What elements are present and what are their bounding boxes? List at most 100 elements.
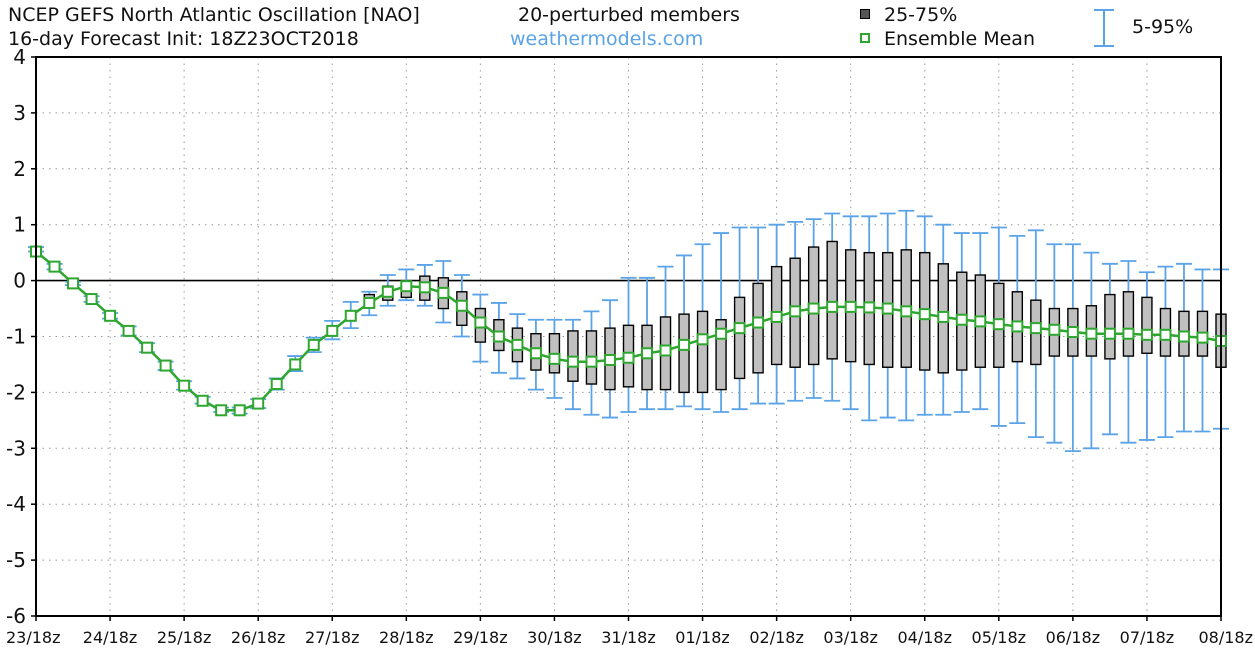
mean-marker <box>641 347 654 360</box>
mean-marker <box>1122 327 1135 340</box>
legend-box-swatch <box>860 9 870 19</box>
y-tick-label: -1 <box>6 325 26 349</box>
mean-marker <box>381 285 394 298</box>
mean-marker <box>566 355 579 368</box>
mean-marker <box>918 308 931 321</box>
x-tick-label: 07/18z <box>1120 628 1175 647</box>
mean-marker <box>863 301 876 314</box>
iqr-box <box>678 313 690 394</box>
mean-marker <box>622 351 635 364</box>
mean-marker <box>270 378 283 391</box>
x-tick-label: 04/18z <box>897 628 952 647</box>
members-label: 20-perturbed members <box>518 4 740 26</box>
y-tick-label: 4 <box>13 45 26 69</box>
y-tick-label: -6 <box>6 604 26 628</box>
x-tick-label: 28/18z <box>379 628 434 647</box>
iqr-box <box>1141 296 1153 354</box>
mean-marker <box>826 300 839 313</box>
mean-marker <box>289 358 302 371</box>
x-tick-label: 29/18z <box>453 628 508 647</box>
mean-marker <box>104 309 117 322</box>
mean-marker <box>1029 322 1042 335</box>
iqr-box <box>1122 291 1135 357</box>
iqr-box <box>1104 293 1116 360</box>
mean-marker <box>678 338 691 351</box>
iqr-box <box>696 310 709 394</box>
x-tick-label: 24/18z <box>83 628 138 647</box>
x-tick-label: 25/18z <box>157 628 212 647</box>
x-tick-label: 23/18z <box>6 628 61 647</box>
legend-whisker-label: 5-95% <box>1132 16 1194 38</box>
mean-marker <box>881 302 894 315</box>
legend-mean-swatch <box>860 33 870 43</box>
y-tick-label: 3 <box>13 101 26 125</box>
mean-marker <box>1066 326 1079 339</box>
y-tick-label: 1 <box>13 213 26 237</box>
mean-marker <box>659 344 672 357</box>
mean-marker <box>344 309 357 322</box>
mean-marker <box>326 324 339 337</box>
mean-marker <box>1159 328 1172 341</box>
mean-marker <box>715 327 728 340</box>
mean-marker <box>789 305 802 318</box>
mean-marker <box>141 341 154 354</box>
mean-marker <box>1048 323 1061 336</box>
mean-marker <box>1103 327 1116 340</box>
mean-marker <box>1196 331 1209 344</box>
mean-marker <box>844 300 857 313</box>
mean-marker <box>974 315 987 328</box>
mean-marker <box>807 302 820 315</box>
legend-box-label: 25-75% <box>884 4 958 26</box>
mean-marker <box>159 359 172 372</box>
legend-whisker-icon <box>1094 9 1114 47</box>
y-tick-label: 0 <box>13 269 26 293</box>
x-tick-label: 06/18z <box>1046 628 1101 647</box>
y-tick-label: -4 <box>6 492 26 516</box>
iqr-box <box>733 296 746 380</box>
chart-title: NCEP GEFS North Atlantic Oscillation [NA… <box>8 4 420 26</box>
mean-marker <box>400 280 413 293</box>
x-tick-label: 27/18z <box>305 628 360 647</box>
x-tick-label: 01/18z <box>675 628 730 647</box>
mean-marker <box>178 379 191 392</box>
mean-marker <box>122 324 135 337</box>
x-tick-label: 05/18z <box>972 628 1027 647</box>
x-tick-label: 02/18z <box>749 628 804 647</box>
chart-subtitle: 16-day Forecast Init: 18Z23OCT2018 <box>8 28 359 50</box>
mean-marker <box>770 310 783 323</box>
mean-marker <box>85 293 98 306</box>
mean-marker <box>48 260 61 273</box>
iqr-box <box>715 319 727 391</box>
mean-marker <box>585 355 598 368</box>
mean-marker <box>733 322 746 335</box>
y-tick-label: -5 <box>6 548 26 572</box>
mean-marker <box>511 338 524 351</box>
mean-marker <box>529 347 542 360</box>
mean-marker <box>955 313 968 326</box>
x-tick-label: 30/18z <box>527 628 582 647</box>
mean-marker <box>67 277 80 290</box>
site-watermark: weathermodels.com <box>510 28 704 50</box>
mean-marker <box>196 394 209 407</box>
x-tick-label: 08/18z <box>1198 628 1253 647</box>
mean-marker <box>418 281 431 294</box>
mean-marker <box>937 310 950 323</box>
mean-marker <box>1085 327 1098 340</box>
mean-marker <box>437 286 450 299</box>
mean-marker <box>474 316 487 329</box>
mean-marker <box>233 404 246 417</box>
iqr-box <box>826 240 838 360</box>
y-tick-label: -2 <box>6 380 26 404</box>
mean-marker <box>752 316 765 329</box>
mean-marker <box>900 305 913 318</box>
mean-marker <box>696 333 709 346</box>
mean-marker <box>1011 320 1024 333</box>
mean-marker <box>1177 330 1190 343</box>
x-tick-label: 03/18z <box>823 628 878 647</box>
mean-marker <box>492 330 505 343</box>
y-tick-label: 2 <box>13 157 26 181</box>
mean-marker <box>1140 328 1153 341</box>
legend-mean-label: Ensemble Mean <box>884 28 1035 50</box>
mean-marker <box>992 318 1005 331</box>
